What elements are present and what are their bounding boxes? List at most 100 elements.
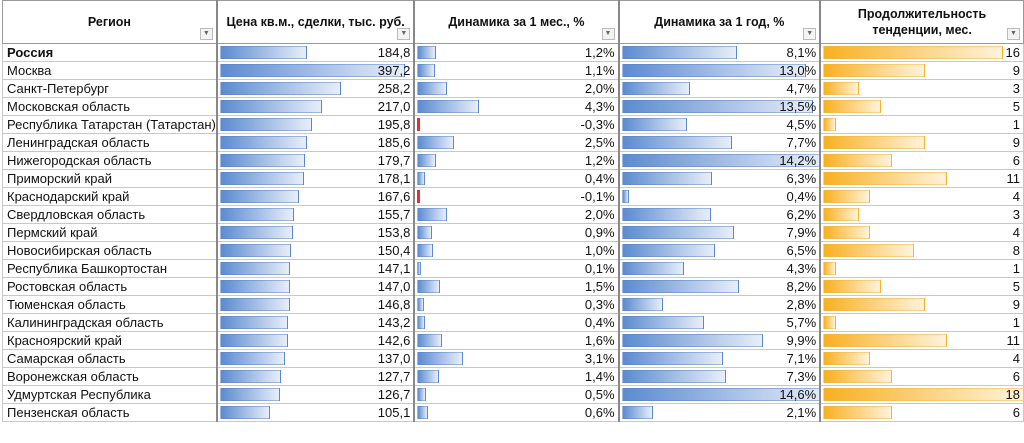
month-cell[interactable]: 1,2%: [413, 151, 620, 170]
year-cell[interactable]: 6,2%: [617, 205, 821, 224]
year-cell[interactable]: 5,7%: [617, 313, 821, 332]
month-cell[interactable]: 3,1%: [413, 349, 620, 368]
price-cell[interactable]: 127,7: [215, 367, 415, 386]
region-cell[interactable]: Московская область: [1, 97, 218, 116]
year-cell[interactable]: 14,6%: [617, 385, 821, 404]
price-cell[interactable]: 185,6: [215, 133, 415, 152]
filter-dropdown-icon[interactable]: ▼: [601, 28, 615, 40]
price-cell[interactable]: 178,1: [215, 169, 415, 188]
year-cell[interactable]: 4,5%: [617, 115, 821, 134]
price-cell[interactable]: 167,6: [215, 187, 415, 206]
region-cell[interactable]: Свердловская область: [1, 205, 218, 224]
month-cell[interactable]: 0,9%: [413, 223, 620, 242]
month-cell[interactable]: 0,6%: [413, 403, 620, 422]
price-cell[interactable]: 155,7: [215, 205, 415, 224]
year-cell[interactable]: 6,5%: [617, 241, 821, 260]
duration-cell[interactable]: 4: [819, 223, 1024, 242]
region-cell[interactable]: Республика Башкортостан: [1, 259, 218, 278]
month-cell[interactable]: 1,2%: [413, 43, 620, 62]
price-cell[interactable]: 217,0: [215, 97, 415, 116]
year-cell[interactable]: 7,1%: [617, 349, 821, 368]
month-cell[interactable]: 0,4%: [413, 169, 620, 188]
header-year[interactable]: Динамика за 1 год, % ▼: [617, 0, 821, 44]
year-cell[interactable]: 9,9%: [617, 331, 821, 350]
year-cell[interactable]: 13,0%: [617, 61, 821, 80]
month-cell[interactable]: 2,5%: [413, 133, 620, 152]
duration-cell[interactable]: 1: [819, 115, 1024, 134]
duration-cell[interactable]: 6: [819, 403, 1024, 422]
year-cell[interactable]: 2,1%: [617, 403, 821, 422]
duration-cell[interactable]: 5: [819, 277, 1024, 296]
year-cell[interactable]: 13,5%: [617, 97, 821, 116]
year-cell[interactable]: 7,7%: [617, 133, 821, 152]
duration-cell[interactable]: 4: [819, 349, 1024, 368]
month-cell[interactable]: 4,3%: [413, 97, 620, 116]
year-cell[interactable]: 6,3%: [617, 169, 821, 188]
duration-cell[interactable]: 3: [819, 205, 1024, 224]
region-cell[interactable]: Пензенская область: [1, 403, 218, 422]
region-cell[interactable]: Россия: [1, 43, 218, 62]
price-cell[interactable]: 179,7: [215, 151, 415, 170]
region-cell[interactable]: Москва: [1, 61, 218, 80]
price-cell[interactable]: 147,0: [215, 277, 415, 296]
price-cell[interactable]: 195,8: [215, 115, 415, 134]
year-cell[interactable]: 4,3%: [617, 259, 821, 278]
duration-cell[interactable]: 9: [819, 61, 1024, 80]
region-cell[interactable]: Самарская область: [1, 349, 218, 368]
region-cell[interactable]: Калининградская область: [1, 313, 218, 332]
year-cell[interactable]: 4,7%: [617, 79, 821, 98]
duration-cell[interactable]: 1: [819, 313, 1024, 332]
price-cell[interactable]: 105,1: [215, 403, 415, 422]
region-cell[interactable]: Тюменская область: [1, 295, 218, 314]
month-cell[interactable]: 2,0%: [413, 79, 620, 98]
price-cell[interactable]: 147,1: [215, 259, 415, 278]
month-cell[interactable]: 0,3%: [413, 295, 620, 314]
region-cell[interactable]: Новосибирская область: [1, 241, 218, 260]
price-cell[interactable]: 137,0: [215, 349, 415, 368]
year-cell[interactable]: 7,3%: [617, 367, 821, 386]
duration-cell[interactable]: 5: [819, 97, 1024, 116]
region-cell[interactable]: Нижегородская область: [1, 151, 218, 170]
duration-cell[interactable]: 9: [819, 295, 1024, 314]
month-cell[interactable]: -0,3%: [413, 115, 620, 134]
price-cell[interactable]: 184,8: [215, 43, 415, 62]
region-cell[interactable]: Приморский край: [1, 169, 218, 188]
month-cell[interactable]: 1,4%: [413, 367, 620, 386]
region-cell[interactable]: Пермский край: [1, 223, 218, 242]
year-cell[interactable]: 14,2%: [617, 151, 821, 170]
month-cell[interactable]: -0,1%: [413, 187, 620, 206]
month-cell[interactable]: 0,1%: [413, 259, 620, 278]
duration-cell[interactable]: 18: [819, 385, 1024, 404]
duration-cell[interactable]: 6: [819, 151, 1024, 170]
region-cell[interactable]: Удмуртская Республика: [1, 385, 218, 404]
duration-cell[interactable]: 11: [819, 331, 1024, 350]
price-cell[interactable]: 150,4: [215, 241, 415, 260]
region-cell[interactable]: Краснодарский край: [1, 187, 218, 206]
year-cell[interactable]: 7,9%: [617, 223, 821, 242]
filter-dropdown-icon[interactable]: ▼: [1007, 28, 1020, 40]
year-cell[interactable]: 8,2%: [617, 277, 821, 296]
filter-dropdown-icon[interactable]: ▼: [803, 28, 817, 40]
duration-cell[interactable]: 16: [819, 43, 1024, 62]
duration-cell[interactable]: 9: [819, 133, 1024, 152]
price-cell[interactable]: 153,8: [215, 223, 415, 242]
region-cell[interactable]: Воронежская область: [1, 367, 218, 386]
header-month[interactable]: Динамика за 1 мес., % ▼: [413, 0, 620, 44]
month-cell[interactable]: 2,0%: [413, 205, 620, 224]
duration-cell[interactable]: 4: [819, 187, 1024, 206]
duration-cell[interactable]: 3: [819, 79, 1024, 98]
region-cell[interactable]: Ленинградская область: [1, 133, 218, 152]
month-cell[interactable]: 1,0%: [413, 241, 620, 260]
month-cell[interactable]: 0,5%: [413, 385, 620, 404]
price-cell[interactable]: 146,8: [215, 295, 415, 314]
region-cell[interactable]: Красноярский край: [1, 331, 218, 350]
price-cell[interactable]: 143,2: [215, 313, 415, 332]
price-cell[interactable]: 142,6: [215, 331, 415, 350]
duration-cell[interactable]: 6: [819, 367, 1024, 386]
header-price[interactable]: Цена кв.м., сделки, тыс. руб. ▼: [215, 0, 415, 44]
filter-dropdown-icon[interactable]: ▼: [397, 28, 411, 40]
duration-cell[interactable]: 8: [819, 241, 1024, 260]
price-cell[interactable]: 258,2: [215, 79, 415, 98]
filter-dropdown-icon[interactable]: ▼: [199, 28, 213, 40]
header-duration[interactable]: Продолжительность тенденции, мес. ▼: [819, 0, 1024, 44]
